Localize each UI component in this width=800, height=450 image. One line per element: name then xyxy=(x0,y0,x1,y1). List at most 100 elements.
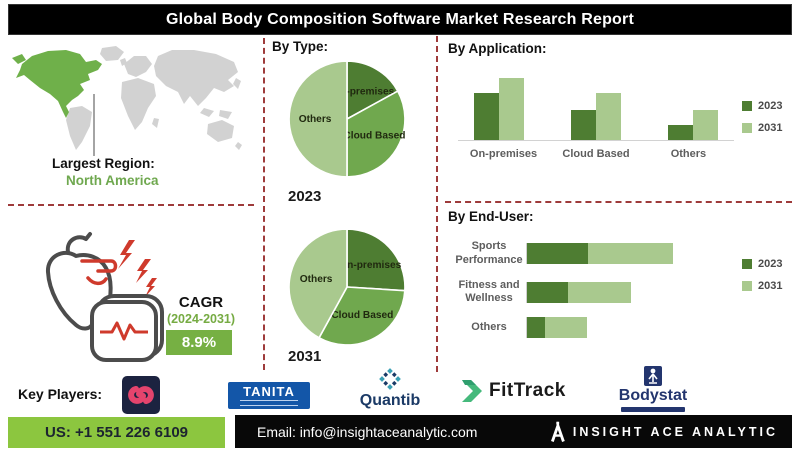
divider-horizontal-left xyxy=(8,204,254,206)
map-australia xyxy=(207,120,234,142)
segment-2031-Sports Performance xyxy=(588,243,673,265)
hbar-track xyxy=(526,243,673,265)
map-asia xyxy=(154,50,238,106)
lightning-bolts-icon xyxy=(118,240,157,297)
pie-slice-Cloud Based xyxy=(346,89,406,178)
section-by-type: By Type: xyxy=(272,39,329,54)
legend-item-2031: 2031 xyxy=(742,280,782,292)
legend-swatch xyxy=(742,259,752,269)
segment-2031-Fitness and Wellness xyxy=(567,281,631,303)
legend-label: 2023 xyxy=(758,258,783,270)
ecg-line-icon xyxy=(100,321,148,341)
application-bar-chart: On-premises Cloud Based Others xyxy=(458,70,734,160)
pink-swirl-icon xyxy=(128,386,154,404)
pie-slice-Others xyxy=(288,60,348,178)
bodystat-logo: Bodystat xyxy=(614,366,692,412)
phone-number: US: +1 551 226 6109 xyxy=(44,424,189,441)
bodystat-tagline-bar xyxy=(621,407,685,412)
email-address: Email: info@insightaceanalytic.com xyxy=(257,423,478,440)
map-north-america-highlight xyxy=(16,50,102,118)
bar-2023-Others xyxy=(668,125,693,140)
legend-label: 2031 xyxy=(758,280,783,292)
tanita-tagline-bar xyxy=(240,400,298,406)
category-label: Cloud Based xyxy=(562,148,630,160)
largest-region-caption: Largest Region: xyxy=(52,156,155,171)
quantib-wordmark: Quantib xyxy=(359,392,421,409)
pie-slice-label: On-premises xyxy=(332,87,394,98)
fittrack-chevron-icon xyxy=(462,380,482,402)
legend-label: 2031 xyxy=(758,122,783,134)
bar-group-Cloud Based xyxy=(571,93,621,140)
segment-2023-Sports Performance xyxy=(527,243,589,265)
pie-slice-Cloud Based xyxy=(317,286,406,346)
key-players-label: Key Players: xyxy=(18,386,103,402)
pie-slice-label: Cloud Based xyxy=(331,310,393,321)
bar-group-Others xyxy=(668,109,718,140)
bodystat-figure-icon xyxy=(644,366,662,386)
title-banner: Global Body Composition Software Market … xyxy=(8,4,792,35)
brand-name: INSIGHT ACE ANALYTIC xyxy=(572,424,778,439)
bar-2031-Cloud Based xyxy=(596,93,621,140)
legend-item-2023: 2023 xyxy=(742,258,782,270)
x-axis xyxy=(458,140,734,141)
map-africa xyxy=(121,78,156,130)
category-label: Others xyxy=(471,320,507,333)
category-label: Sports Performance xyxy=(455,240,523,266)
section-by-end-user: By End-User: xyxy=(448,209,534,224)
category-label: Fitness and Wellness xyxy=(458,278,520,305)
category-label: Others xyxy=(670,148,707,160)
pie-chart-2023: On-premises Cloud Based Others xyxy=(286,58,408,180)
legend-label: 2023 xyxy=(758,100,783,112)
bar-2031-Others xyxy=(693,109,718,140)
hbar-row-Others: Others xyxy=(452,317,673,338)
heart-monitor-icon xyxy=(46,232,164,362)
hbar-track xyxy=(526,317,587,338)
tanita-wordmark: TANITA xyxy=(243,384,295,399)
bodystat-wordmark: Bodystat xyxy=(618,387,688,404)
bar-2023-Cloud Based xyxy=(571,109,596,140)
pie-slice-label: Others xyxy=(299,114,332,125)
segment-2023-Others xyxy=(527,317,545,338)
divider-vertical-left xyxy=(263,38,265,370)
category-label: On-premises xyxy=(469,148,538,160)
pie-slice-label: On-premises xyxy=(339,260,401,271)
cagr-block: CAGR (2024-2031) 8.9% xyxy=(166,294,236,355)
map-south-america xyxy=(66,106,92,150)
divider-horizontal-right xyxy=(445,201,792,203)
quantib-asterisk-icon xyxy=(379,368,401,390)
end-user-bar-chart: Sports Performance Fitness and Wellness Ot… xyxy=(452,240,673,349)
fittrack-wordmark: FitTrack xyxy=(489,380,566,401)
pie-slice-On-premises xyxy=(346,60,399,121)
pie-title-2031: 2031 xyxy=(288,348,322,365)
map-europe xyxy=(124,56,152,77)
legend-item-2023: 2023 xyxy=(742,100,782,112)
legend-item-2031: 2031 xyxy=(742,122,782,134)
phone-badge: US: +1 551 226 6109 xyxy=(8,417,225,448)
segment-2031-Others xyxy=(544,317,587,338)
quantib-logo: Quantib xyxy=(352,368,428,410)
pie-slice-On-premises xyxy=(346,228,406,292)
divider-vertical-right xyxy=(436,36,438,372)
fittrack-logo: FitTrack xyxy=(462,380,566,402)
bar-group-On-premises xyxy=(474,77,524,140)
swirl-logo xyxy=(122,376,160,414)
end-user-legend: 2023 2031 xyxy=(742,258,782,292)
world-map xyxy=(12,46,242,156)
segment-2023-Fitness and Wellness xyxy=(527,281,568,303)
section-by-application: By Application: xyxy=(448,41,547,56)
application-legend: 2023 2031 xyxy=(742,100,782,134)
pie-slice-label: Others xyxy=(300,274,333,285)
pie-slice-label: Cloud Based xyxy=(343,130,405,141)
cagr-period: (2024-2031) xyxy=(166,312,236,326)
pie-chart-2031: On-premises Cloud Based Others xyxy=(286,226,408,348)
bar-2023-On-premises xyxy=(474,93,499,140)
brand-block: INSIGHT ACE ANALYTIC xyxy=(550,419,778,445)
pie-title-2023: 2023 xyxy=(288,188,322,205)
legend-swatch xyxy=(742,281,752,291)
largest-region-value: North America xyxy=(66,173,159,188)
cagr-value-badge: 8.9% xyxy=(166,330,232,355)
tanita-logo: TANITA xyxy=(228,382,310,409)
map-greenland xyxy=(100,46,124,61)
insight-ace-a-icon xyxy=(550,420,565,442)
